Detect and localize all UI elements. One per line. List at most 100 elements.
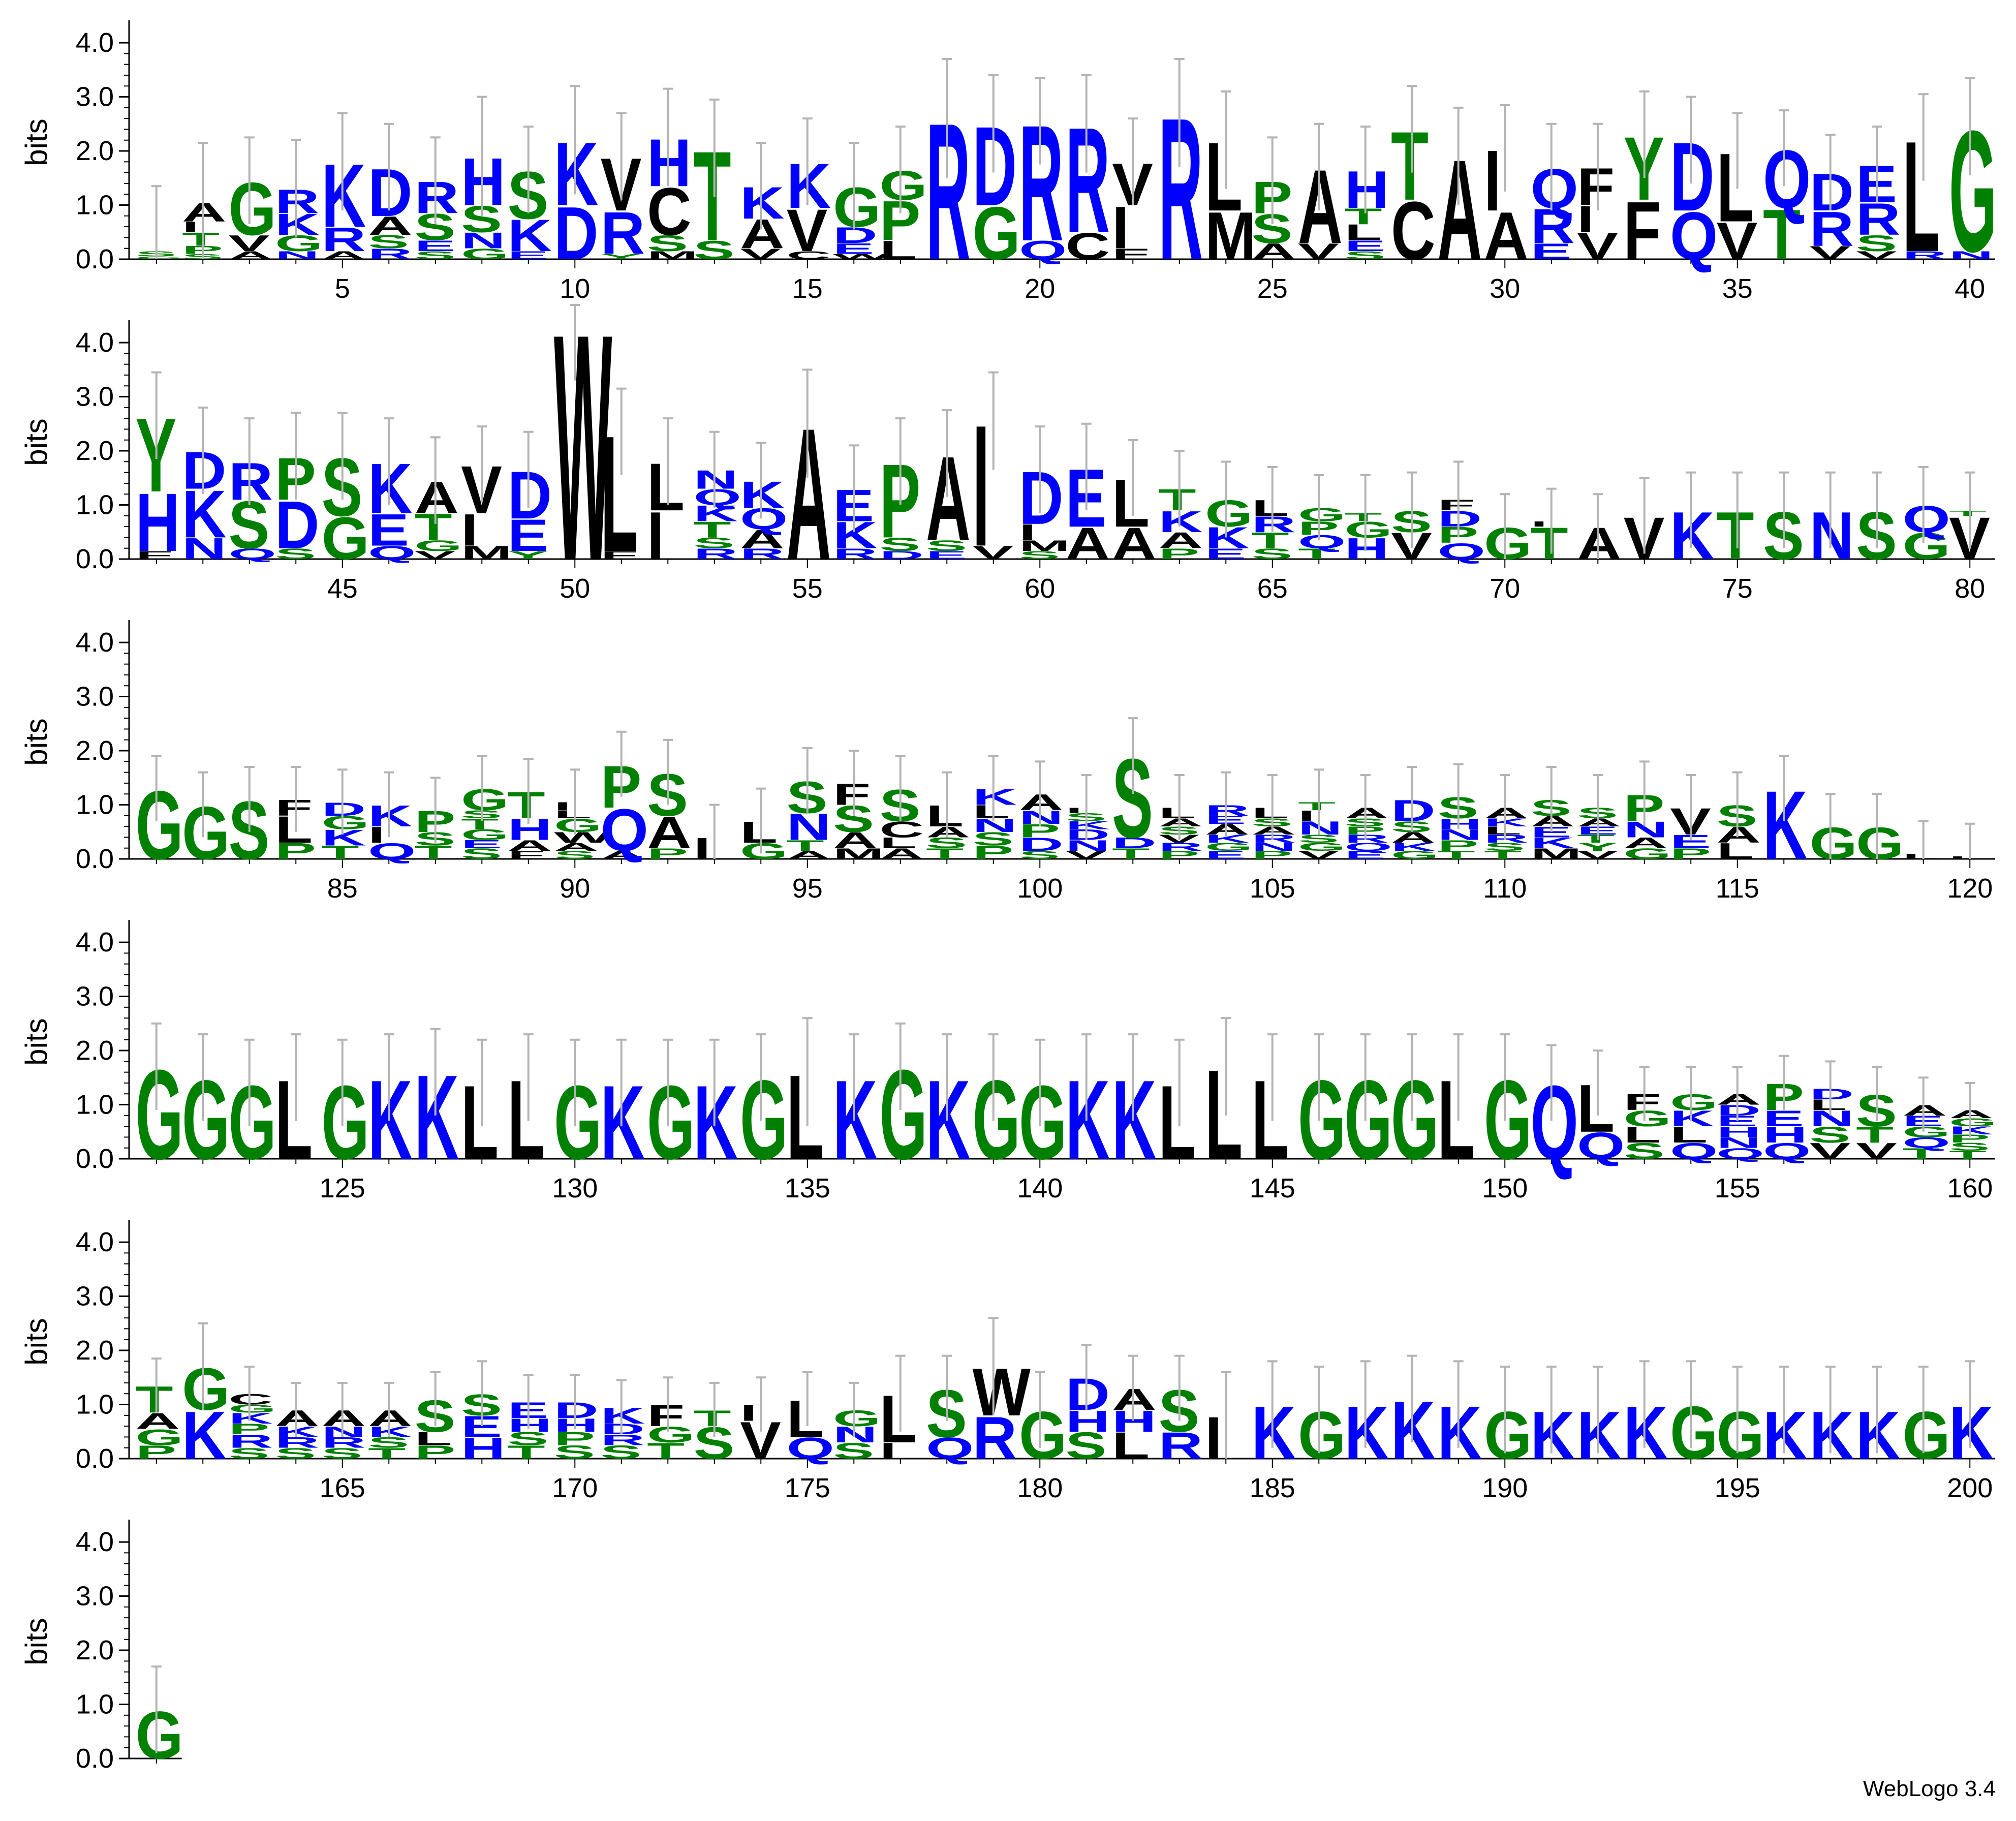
- logo-letter-Q: Q: [1531, 157, 1578, 220]
- logo-letter-R: R: [275, 1434, 319, 1451]
- logo-letter-A: A: [601, 849, 645, 861]
- logo-stack-pos-138: K: [926, 1033, 971, 1183]
- logo-letter-I: I: [1066, 806, 1083, 814]
- logo-stack-pos-172: TGF: [647, 1376, 695, 1464]
- logo-letter-K: K: [1066, 819, 1110, 832]
- logo-letter-G: G: [973, 1057, 1020, 1183]
- logo-stack-pos-196: K: [1763, 1365, 1808, 1473]
- logo-letter-T: T: [694, 1406, 731, 1431]
- logo-letter-S: S: [1484, 841, 1525, 853]
- logo-letter-K: K: [601, 1063, 645, 1181]
- logo-letter-Q: Q: [1345, 841, 1392, 853]
- logo-letter-T: T: [368, 1445, 406, 1462]
- logo-stack-pos-105: 105PNRASL: [1250, 774, 1296, 904]
- logo-letter-L: L: [1717, 839, 1754, 864]
- logo-letter-T: T: [1438, 849, 1475, 861]
- logo-letter-K: K: [1670, 498, 1714, 574]
- logo-letter-L: L: [1624, 1122, 1661, 1148]
- logo-letter-A: A: [1252, 824, 1296, 837]
- logo-stack-pos-43: QSR: [229, 417, 276, 564]
- logo-letter-K: K: [1438, 1391, 1482, 1475]
- logo-letter-G: G: [136, 256, 183, 260]
- logo-letter-D: D: [833, 223, 877, 248]
- logo-letter-V: V: [973, 542, 1014, 563]
- logo-letter-G: G: [1670, 1391, 1718, 1475]
- logo-stack-pos-136: K: [833, 1033, 878, 1183]
- logo-letter-L: L: [1159, 805, 1196, 821]
- logo-letter-T: T: [1345, 511, 1382, 524]
- y-axis-label: bits: [19, 718, 53, 765]
- logo-letter-A: A: [1066, 519, 1110, 569]
- logo-stack-pos-70: 70 G: [1484, 493, 1532, 604]
- logo-stack-pos-176: SNG: [833, 1381, 881, 1464]
- logo-letter-K: K: [1577, 1398, 1621, 1473]
- logo-letter-R: R: [1019, 91, 1063, 276]
- logo-letter-A: A: [1252, 239, 1296, 264]
- logo-letter-I: I: [461, 505, 478, 555]
- y-axis-label: bits: [19, 418, 53, 466]
- logo-letter-S: S: [275, 1445, 316, 1462]
- logo-letter-R: R: [1066, 96, 1110, 264]
- logo-letter-E: E: [508, 249, 549, 262]
- logo-letter-K: K: [1112, 1057, 1156, 1183]
- logo-letter-L: L: [1252, 1057, 1289, 1183]
- logo-letter-L: L: [1810, 1096, 1847, 1113]
- logo-letter-H: H: [1066, 1405, 1110, 1438]
- logo-letter-I: I: [694, 832, 711, 866]
- logo-stack-pos-13: ST: [694, 98, 734, 267]
- logo-letter-D: D: [880, 549, 924, 562]
- logo-letter-G: G: [1903, 1398, 1950, 1473]
- logo-stack-pos-33: FY: [1624, 90, 1664, 277]
- logo-letter-Q: Q: [694, 485, 741, 510]
- logo-letter-K: K: [1345, 1391, 1389, 1475]
- logo-stack-pos-181: SHD: [1066, 1344, 1110, 1467]
- y-tick-label: 0.0: [76, 844, 114, 874]
- logo-letter-T: T: [1856, 1122, 1894, 1148]
- logo-letter-V: V: [1577, 849, 1618, 861]
- logo-stack-pos-22: FIV: [1112, 117, 1153, 264]
- logo-letter-A: A: [275, 1406, 319, 1431]
- logo-letter-Q: Q: [1903, 1134, 1950, 1151]
- logo-letter-G: G: [1298, 1057, 1346, 1183]
- logo-stack-pos-127: K: [415, 1028, 459, 1184]
- logo-letter-L: L: [787, 1050, 824, 1184]
- logo-letter-G: G: [1810, 819, 1857, 869]
- logo-letter-Y: Y: [1577, 841, 1618, 853]
- logo-letter-Q: Q: [1763, 1138, 1811, 1164]
- logo-letter-E: E: [461, 838, 502, 851]
- logo-letter-A: A: [1019, 790, 1063, 815]
- logo-letter-Q: Q: [1670, 198, 1718, 274]
- logo-stack-pos-159: TQGEA: [1903, 1076, 1950, 1164]
- logo-letter-E: E: [415, 237, 456, 254]
- logo-letter-H: H: [647, 125, 691, 201]
- logo-stack-pos-23: R: [1159, 58, 1203, 302]
- x-tick-label: 90: [560, 873, 590, 904]
- logo-letter-P: P: [973, 842, 1014, 863]
- logo-row-3: 0.01.02.03.04.0bitsGGSPLF85TKGDQIKTSPSEG…: [19, 620, 1995, 904]
- x-tick-label: 145: [1250, 1173, 1295, 1203]
- logo-letter-L: L: [1949, 855, 1987, 859]
- logo-stack-pos-131: K: [601, 1038, 645, 1181]
- x-tick-label: 150: [1482, 1173, 1528, 1203]
- logo-letter-G: G: [1484, 519, 1532, 569]
- x-tick-label: 25: [1257, 273, 1288, 304]
- logo-letter-R: R: [322, 221, 366, 258]
- logo-letter-R: R: [1810, 202, 1854, 256]
- logo-letter-F: F: [275, 795, 313, 821]
- logo-stack-pos-112: VYTEAS: [1577, 774, 1622, 864]
- logo-stack-pos-51: FL: [601, 387, 638, 587]
- logo-letter-F: F: [136, 549, 173, 562]
- logo-letter-T: T: [508, 1442, 545, 1463]
- logo-stack-pos-74: K: [1670, 471, 1715, 574]
- logo-stack-pos-68: VS: [1391, 471, 1432, 567]
- logo-letter-A: A: [1205, 821, 1249, 838]
- logo-stack-pos-179: RW: [973, 1317, 1031, 1472]
- logo-letter-G: G: [182, 1356, 230, 1423]
